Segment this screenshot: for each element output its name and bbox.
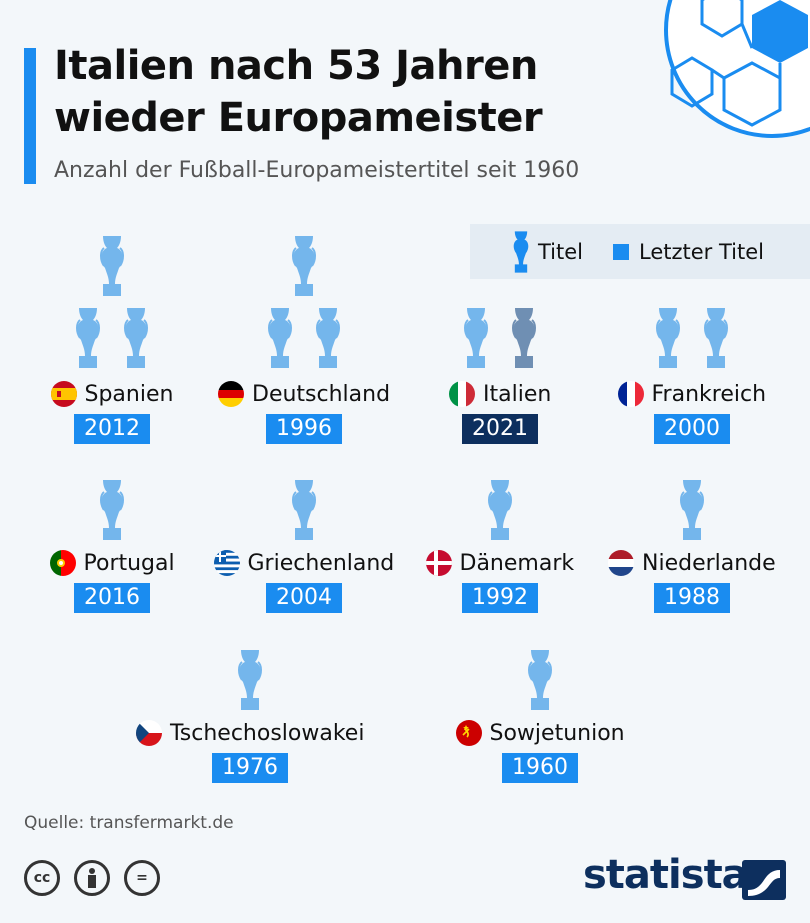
attribution-icon xyxy=(74,860,110,896)
last-title-year-badge: 1960 xyxy=(502,753,578,783)
trophy-icon xyxy=(509,306,539,374)
country-name: Spanien xyxy=(84,381,174,407)
flag-it-icon xyxy=(449,381,475,407)
trophy-legend-icon xyxy=(513,230,529,273)
cc-license-icon: cc xyxy=(24,860,60,896)
legend-titles-label: Titel xyxy=(538,239,584,264)
last-title-year-badge: 2021 xyxy=(462,414,538,444)
flag-dk-icon xyxy=(425,550,452,576)
last-title-year-badge: 1996 xyxy=(266,414,342,444)
country-name: Sowjetunion xyxy=(489,720,625,746)
legend: Titel Letzter Titel xyxy=(470,224,810,279)
last-title-year-badge: 2004 xyxy=(266,583,342,613)
source-note: Quelle: transfermarkt.de xyxy=(24,813,234,833)
country-name: Portugal xyxy=(83,550,175,576)
last-title-year-badge: 2016 xyxy=(74,583,150,613)
country-name: Frankreich xyxy=(651,381,767,407)
flag-cs-icon xyxy=(136,720,162,746)
title-line-2: wieder Europameister xyxy=(54,95,543,141)
country-name: Dänemark xyxy=(459,550,575,576)
last-title-year-badge: 2000 xyxy=(654,414,730,444)
country-name: Tschechoslowakei xyxy=(170,720,365,746)
country-label-row: Spanien xyxy=(50,381,174,407)
statista-logo: statista xyxy=(583,852,749,898)
trophy-icon xyxy=(97,234,127,302)
flag-fr-icon xyxy=(617,381,644,407)
country-label-row: Italien xyxy=(449,381,551,407)
trophy-icon xyxy=(73,306,103,374)
country-label-row: Niederlande xyxy=(608,550,776,576)
flag-gr-icon xyxy=(213,550,240,576)
last-title-year-badge: 1976 xyxy=(212,753,288,783)
legend-last-title-swatch xyxy=(613,243,630,260)
football-decoration-icon xyxy=(664,0,810,138)
trophy-icon xyxy=(701,306,731,374)
flag-de-icon xyxy=(218,381,244,407)
last-title-year-badge: 1992 xyxy=(462,583,538,613)
country-label-row: Deutschland xyxy=(218,381,390,407)
country-label-row: Portugal xyxy=(49,550,175,576)
trophy-icon xyxy=(265,306,295,374)
trophy-icon xyxy=(677,478,707,546)
title-accent-bar xyxy=(24,48,36,184)
legend-last-title-label: Letzter Titel xyxy=(639,239,764,264)
trophy-icon xyxy=(485,478,515,546)
page-subtitle: Anzahl der Fußball-Europameistertitel se… xyxy=(54,158,580,183)
page-title: Italien nach 53 Jahren wieder Europameis… xyxy=(54,40,614,144)
trophy-icon xyxy=(235,648,265,716)
last-title-year-badge: 2012 xyxy=(74,414,150,444)
trophy-icon xyxy=(97,478,127,546)
trophy-icon xyxy=(461,306,491,374)
flag-su-icon xyxy=(455,720,482,746)
country-label-row: Frankreich xyxy=(617,381,767,407)
no-derivatives-icon: = xyxy=(124,860,160,896)
flag-pt-icon xyxy=(49,550,76,576)
country-name: Griechenland xyxy=(247,550,395,576)
flag-nl-icon xyxy=(608,550,634,576)
trophy-icon xyxy=(313,306,343,374)
flag-es-icon xyxy=(50,381,77,407)
trophy-icon xyxy=(525,648,555,716)
country-label-row: Dänemark xyxy=(425,550,575,576)
country-label-row: Griechenland xyxy=(213,550,395,576)
title-line-1: Italien nach 53 Jahren xyxy=(54,43,538,89)
statista-logo-mark-icon xyxy=(742,860,786,900)
trophy-icon xyxy=(289,478,319,546)
country-label-row: Tschechoslowakei xyxy=(136,720,364,746)
last-title-year-badge: 1988 xyxy=(654,583,730,613)
country-name: Niederlande xyxy=(642,550,776,576)
trophy-icon xyxy=(653,306,683,374)
trophy-icon xyxy=(121,306,151,374)
country-label-row: Sowjetunion xyxy=(455,720,625,746)
trophy-icon xyxy=(289,234,319,302)
country-name: Italien xyxy=(483,381,552,407)
country-name: Deutschland xyxy=(252,381,391,407)
